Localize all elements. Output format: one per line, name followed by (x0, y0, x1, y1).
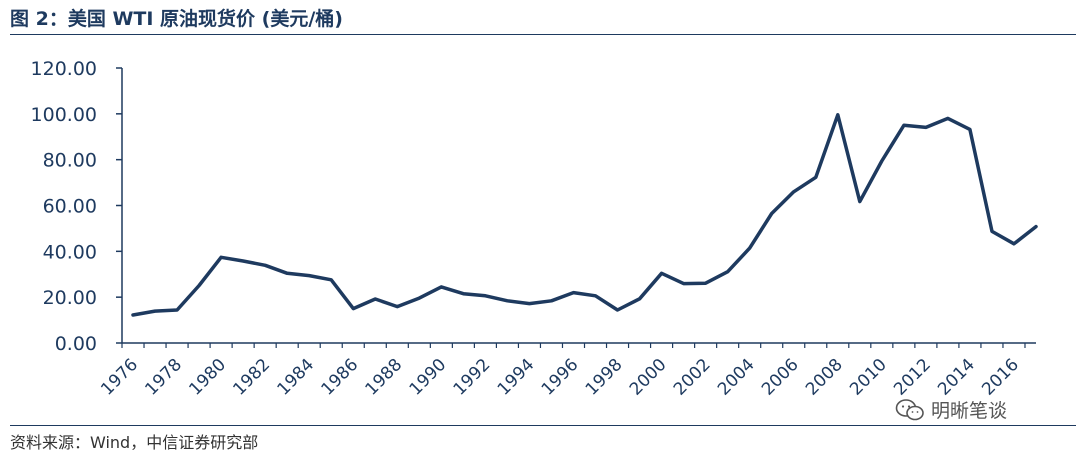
x-tick-label: 2002 (670, 355, 715, 400)
x-tick-label: 2004 (714, 355, 759, 400)
series-line-wti (131, 113, 1038, 317)
watermark: 明晰笔谈 (895, 396, 1007, 423)
x-tick-label: 1982 (229, 355, 274, 400)
x-tick-label: 1980 (185, 355, 230, 400)
x-tick-label: 1978 (141, 355, 186, 400)
y-axis-ticks: 0.00 20.00 40.00 60.00 80.00 100.00 120.00 (31, 58, 122, 355)
source-note: 资料来源：Wind，中信证券研究部 (10, 433, 259, 452)
x-tick-label: 1976 (97, 355, 142, 400)
x-tick-label: 2012 (890, 355, 935, 400)
x-tick-label: 1996 (538, 355, 583, 400)
y-tick-label: 0.00 (55, 333, 97, 355)
x-tick-label: 1986 (318, 355, 363, 400)
line-chart: 0.00 20.00 40.00 60.00 80.00 100.00 120.00 197… (31, 58, 1038, 400)
x-tick-label: 2010 (846, 355, 891, 400)
y-tick-label: 80.00 (43, 150, 97, 172)
y-tick-label: 100.00 (31, 104, 97, 126)
top-rule (10, 34, 1076, 35)
bottom-rule (10, 425, 1076, 426)
x-tick-label: 1994 (494, 355, 539, 400)
y-tick-label: 20.00 (43, 287, 97, 309)
x-tick-label: 2000 (626, 355, 671, 400)
x-tick-label: 1990 (406, 355, 451, 400)
watermark-text: 明晰笔谈 (931, 400, 1008, 422)
y-tick-label: 40.00 (43, 241, 97, 263)
y-tick-label: 60.00 (43, 196, 97, 218)
x-tick-label: 2008 (802, 355, 847, 400)
x-tick-label: 2006 (758, 355, 803, 400)
x-tick-label: 1992 (450, 355, 495, 400)
x-tick-label: 1988 (362, 355, 407, 400)
wechat-icon (895, 398, 924, 420)
y-tick-label: 120.00 (31, 58, 97, 80)
x-tick-label: 2014 (934, 355, 979, 400)
figure-title: 图 2：美国 WTI 原油现货价 (美元/桶) (10, 8, 343, 30)
x-axis-ticks: 1976 1978 1980 1982 1984 1986 1988 1990 1992 1994… (97, 343, 1026, 400)
x-tick-label: 2016 (978, 355, 1023, 400)
x-tick-label: 1984 (273, 355, 318, 400)
x-tick-label: 1998 (582, 355, 627, 400)
